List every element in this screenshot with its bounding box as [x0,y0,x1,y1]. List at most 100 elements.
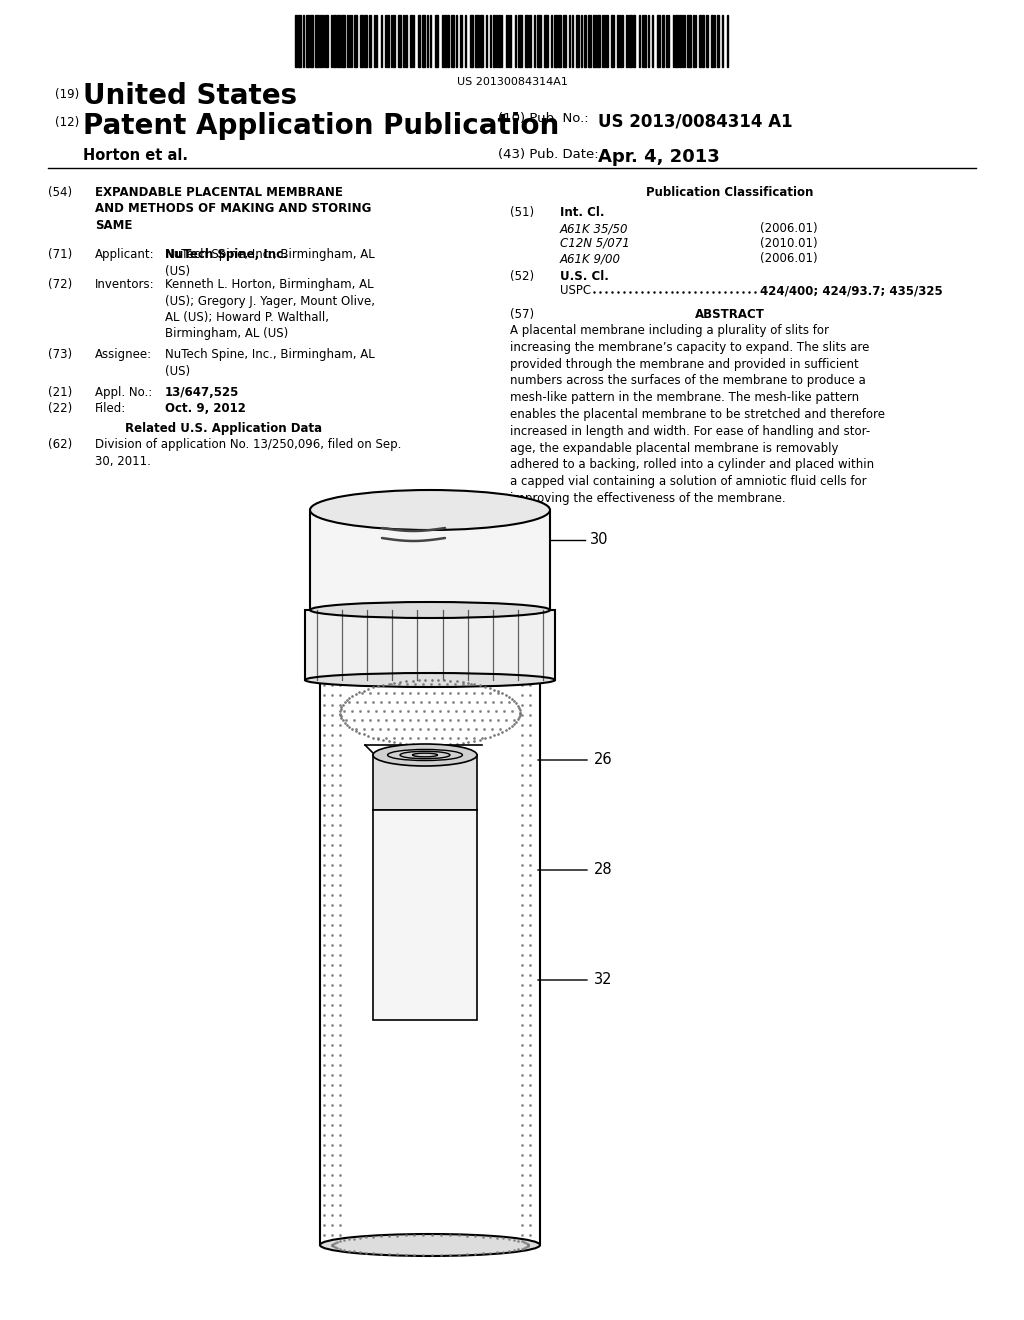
Bar [701,15,705,67]
Bar [385,15,386,67]
Bar [707,15,708,67]
Bar [602,15,603,67]
Bar [506,15,507,67]
Text: (71): (71) [48,248,73,261]
Bar [381,15,382,67]
Bar [563,15,565,67]
Bar [443,15,446,67]
Bar [569,15,570,67]
Bar [588,15,592,67]
Text: ABSTRACT: ABSTRACT [695,308,765,321]
Bar [572,15,573,67]
Bar [673,15,674,67]
Bar [475,15,479,67]
Text: United States: United States [83,82,297,110]
Text: A61K 9/00: A61K 9/00 [560,252,621,265]
Bar [373,755,477,810]
Bar [430,15,431,67]
Bar [324,15,325,67]
Bar [460,15,462,67]
Bar [679,15,681,67]
Text: 32: 32 [594,973,612,987]
Text: 26: 26 [594,752,612,767]
Text: (73): (73) [48,348,72,360]
Bar [682,15,683,67]
Bar [376,15,377,67]
Ellipse shape [373,744,477,766]
Bar [639,15,640,67]
Bar [410,15,413,67]
Bar [310,510,550,610]
Text: EXPANDABLE PLACENTAL MEMBRANE
AND METHODS OF MAKING AND STORING
SAME: EXPANDABLE PLACENTAL MEMBRANE AND METHOD… [95,186,372,232]
Bar [684,15,685,67]
Text: Apr. 4, 2013: Apr. 4, 2013 [598,148,720,166]
Bar [319,660,540,1245]
Text: 424/400; 424/93.7; 435/325: 424/400; 424/93.7; 435/325 [760,284,943,297]
Bar [319,15,323,67]
Bar [364,15,368,67]
Bar [306,15,308,67]
Ellipse shape [319,649,540,671]
Ellipse shape [373,803,477,818]
Bar [604,15,605,67]
Text: (19): (19) [55,88,79,102]
Bar [508,15,509,67]
Bar [518,15,521,67]
Bar [451,15,454,67]
Bar [397,15,401,67]
Bar [652,15,653,67]
Text: (21): (21) [48,385,73,399]
Text: (22): (22) [48,403,73,414]
Text: (12): (12) [55,116,79,129]
Bar [534,15,536,67]
Bar [711,15,714,67]
Bar [414,15,415,67]
Text: Applicant:: Applicant: [95,248,155,261]
Bar [373,810,477,1020]
Bar [470,15,473,67]
Bar [515,15,516,67]
Bar [648,15,649,67]
Bar [447,15,450,67]
Bar [644,15,645,67]
Text: Inventors:: Inventors: [95,279,155,290]
Text: Related U.S. Application Data: Related U.S. Application Data [125,422,323,436]
Bar [391,15,392,67]
Text: (2006.01): (2006.01) [760,252,817,265]
Bar [666,15,667,67]
Text: (57): (57) [510,308,535,321]
Text: Appl. No.:: Appl. No.: [95,385,153,399]
Bar [582,15,583,67]
Bar [642,15,643,67]
Bar [502,15,503,67]
Text: U.S. Cl.: U.S. Cl. [560,271,609,282]
Bar [331,15,332,67]
Bar [303,15,304,67]
Bar [427,15,428,67]
Bar [418,15,420,67]
Bar [633,15,636,67]
Bar [480,15,483,67]
Bar [347,15,348,67]
Bar [485,15,486,67]
Text: (72): (72) [48,279,73,290]
Text: (54): (54) [48,186,72,199]
Text: US 20130084314A1: US 20130084314A1 [457,77,567,87]
Text: Kenneth L. Horton, Birmingham, AL
(US); Gregory J. Yager, Mount Olive,
AL (US); : Kenneth L. Horton, Birmingham, AL (US); … [165,279,375,341]
Bar [457,15,458,67]
Bar [695,15,696,67]
Bar [597,15,600,67]
Text: Horton et al.: Horton et al. [83,148,188,162]
Text: USPC: USPC [560,284,591,297]
Text: NuTech Spine, Inc.: NuTech Spine, Inc. [165,248,288,261]
Text: Int. Cl.: Int. Cl. [560,206,604,219]
Bar [498,15,500,67]
Bar [374,15,375,67]
Bar [309,15,313,67]
Bar [422,15,425,67]
Bar [525,15,528,67]
Bar [617,15,618,67]
Text: (2010.01): (2010.01) [760,238,817,249]
Bar [551,15,552,67]
Bar [490,15,492,67]
